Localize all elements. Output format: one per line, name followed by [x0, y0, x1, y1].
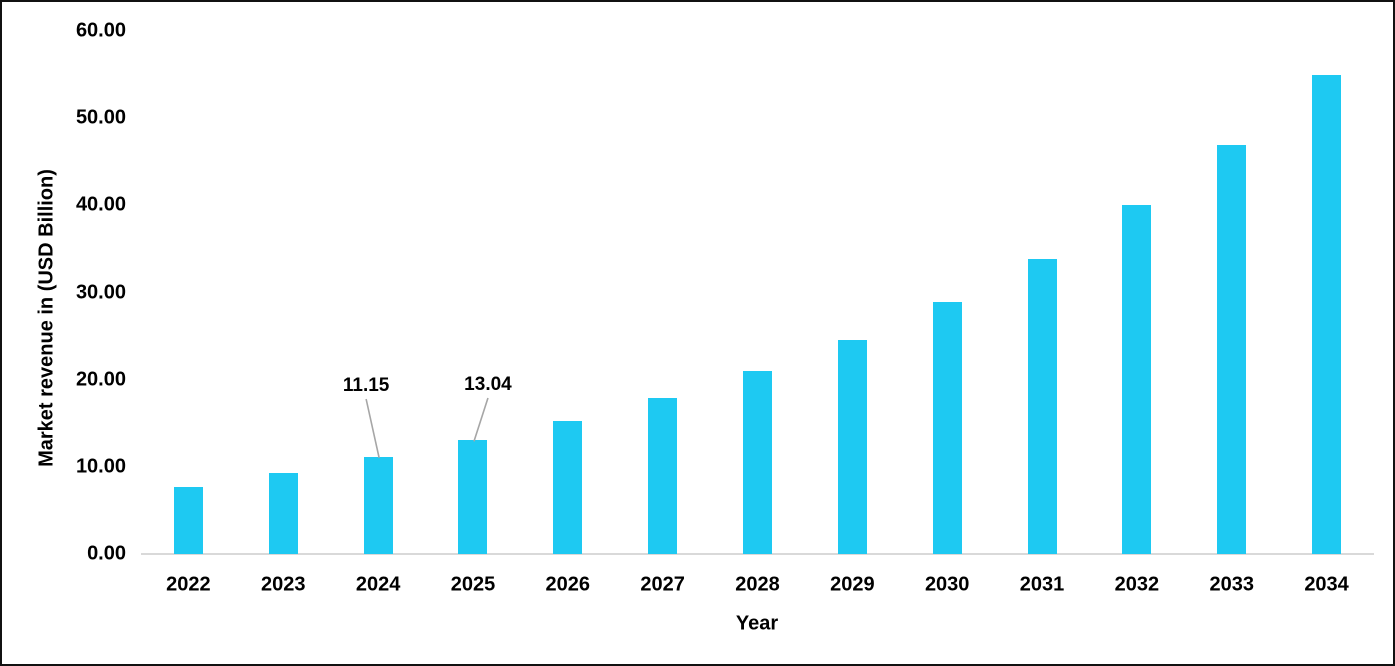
y-tick-label-40: 40.00 — [75, 193, 126, 216]
y-tick-label-0: 0.00 — [87, 542, 126, 565]
y-tick-label-20: 20.00 — [75, 368, 126, 391]
bar-2026 — [553, 420, 583, 554]
x-tick-label-2033: 2033 — [1209, 573, 1254, 596]
leader-line-2025 — [473, 397, 489, 442]
x-tick-label-2026: 2026 — [545, 573, 591, 596]
y-tick-label-30: 30.00 — [75, 281, 126, 303]
bar-2033 — [1217, 145, 1247, 554]
x-tick-label-2030: 2030 — [924, 573, 970, 596]
bar-2023 — [268, 472, 298, 554]
bar-2024 — [363, 456, 393, 554]
x-tick-label-2025: 2025 — [450, 573, 496, 596]
bar-2022 — [173, 486, 203, 554]
x-tick-label-2023: 2023 — [261, 573, 306, 596]
x-axis-title: Year — [735, 612, 779, 635]
x-tick-label-2028: 2028 — [735, 573, 780, 596]
bar-2025 — [458, 440, 488, 554]
bar-2034 — [1312, 74, 1342, 554]
bar-2032 — [1122, 205, 1152, 554]
bar-2027 — [648, 397, 678, 554]
x-tick-label-2029: 2029 — [830, 573, 875, 596]
y-tick-label-50: 50.00 — [75, 106, 126, 129]
x-tick-label-2022: 2022 — [166, 573, 211, 596]
x-tick-label-2032: 2032 — [1114, 573, 1160, 596]
x-tick-label-2027: 2027 — [640, 573, 685, 596]
x-axis-line — [141, 553, 1374, 555]
bar-2030 — [932, 302, 962, 554]
bar-2029 — [837, 339, 867, 554]
bar-2028 — [743, 370, 772, 554]
y-tick-label-10: 10.00 — [75, 455, 126, 478]
data-label-2025: 13.04 — [464, 374, 512, 395]
y-tick-label-60: 60.00 — [75, 19, 126, 42]
bar-2031 — [1027, 258, 1057, 554]
x-tick-label-2034: 2034 — [1304, 573, 1349, 596]
x-tick-label-2024: 2024 — [355, 573, 401, 596]
data-label-2024: 11.15 — [342, 375, 390, 396]
x-tick-label-2031: 2031 — [1019, 573, 1065, 596]
leader-line-2024 — [365, 398, 380, 458]
